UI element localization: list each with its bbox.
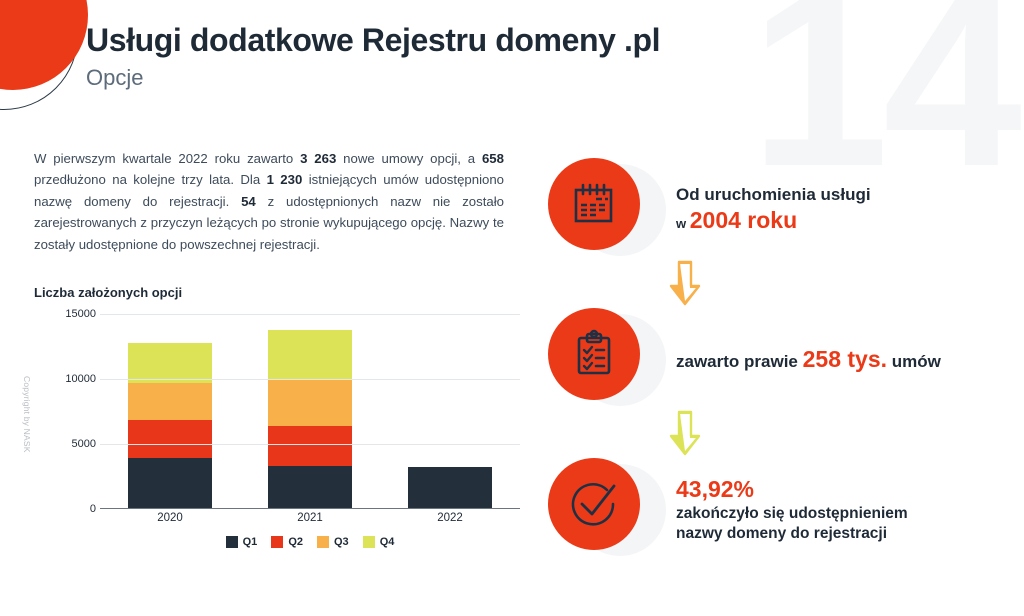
fact-prefix: zawarto prawie xyxy=(676,352,803,372)
fact-prefix: w xyxy=(676,216,690,232)
chart-bar-group[interactable] xyxy=(380,314,520,509)
legend-item-q4[interactable]: Q4 xyxy=(362,536,395,548)
fact-highlight-count: 258 tys. xyxy=(802,346,888,373)
fact-item-total-contracts: zawarto prawie 258 tys. umów xyxy=(548,308,1008,412)
clipboard-icon-wrapper xyxy=(548,308,666,412)
chart-title: Liczba założonych opcji xyxy=(34,285,183,300)
x-tick-label: 2021 xyxy=(297,512,323,524)
chart-canvas xyxy=(100,314,520,509)
fact-line-1: zakończyło się udostępnieniem xyxy=(676,505,908,523)
chart-stacked-bar[interactable] xyxy=(408,466,492,509)
intro-stat-unregistered: 54 xyxy=(241,193,256,209)
slide-header: Usługi dodatkowe Rejestru domeny .pl Opc… xyxy=(86,22,661,91)
legend-label: Q4 xyxy=(379,536,395,548)
intro-paragraph: W pierwszym kwartale 2022 roku zawarto 3… xyxy=(34,148,504,255)
intro-paragraph-block: W pierwszym kwartale 2022 roku zawarto 3… xyxy=(34,148,514,255)
legend-item-q1[interactable]: Q1 xyxy=(225,536,258,548)
intro-text-2: nowe umowy opcji, a xyxy=(336,151,482,166)
facts-column: Od uruchomienia usługi w 2004 roku xyxy=(548,158,1008,562)
page-subtitle: Opcje xyxy=(86,64,144,90)
chart-stacked-bar[interactable] xyxy=(268,330,352,509)
chart-bar-segment-q2[interactable] xyxy=(268,425,352,466)
calendar-icon-wrapper xyxy=(548,158,666,262)
clipboard-check-icon xyxy=(548,308,640,400)
legend-swatch xyxy=(362,536,375,548)
page-title: Usługi dodatkowe Rejestru domeny .pl xyxy=(86,22,661,58)
fact-item-completion-rate: 43,92% zakończyło się udostępnieniem naz… xyxy=(548,458,1008,562)
x-tick-label: 2022 xyxy=(437,512,463,524)
chart-bar-segment-q1[interactable] xyxy=(268,465,352,509)
fact-line-1: Od uruchomienia usługi xyxy=(676,185,871,204)
legend-label: Q2 xyxy=(288,536,303,548)
chart-bars xyxy=(100,314,520,509)
fact-percent: 43,92% xyxy=(676,476,755,503)
y-tick-label: 10000 xyxy=(65,373,96,385)
intro-text-1: W pierwszym kwartale 2022 roku zawarto xyxy=(34,151,301,166)
options-bar-chart: Liczba założonych opcji Copyright by NAS… xyxy=(22,285,528,548)
legend-label: Q3 xyxy=(334,536,349,548)
chart-bar-segment-q3[interactable] xyxy=(268,379,352,426)
slide-number-watermark: 14 xyxy=(749,0,1022,218)
legend-swatch xyxy=(225,536,238,548)
fact-line-2: w 2004 roku xyxy=(676,206,871,236)
fact-text-total-contracts: zawarto prawie 258 tys. umów xyxy=(676,345,941,375)
chart-gridline xyxy=(100,444,520,445)
chart-gridline xyxy=(100,379,520,380)
chart-bar-segment-q2[interactable] xyxy=(128,419,212,458)
chart-bar-group[interactable] xyxy=(240,314,380,509)
chart-y-axis: 0 5000 10000 15000 xyxy=(44,308,96,515)
chart-gridline xyxy=(100,314,520,315)
chart-bar-segment-q3[interactable] xyxy=(128,383,212,420)
y-tick-label: 0 xyxy=(89,503,96,515)
intro-stat-new-contracts: 3 263 xyxy=(300,151,337,166)
chart-x-axis: 2020 2021 2022 xyxy=(100,512,520,524)
intro-stat-existing: 1 230 xyxy=(266,172,303,188)
fact-suffix: umów xyxy=(887,352,941,372)
legend-label: Q1 xyxy=(242,536,258,548)
fact-text-completion-rate: 43,92% zakończyło się udostępnieniem naz… xyxy=(676,475,908,544)
fact-text-launch-year: Od uruchomienia usługi w 2004 roku xyxy=(676,184,871,236)
fact-item-launch-year: Od uruchomienia usługi w 2004 roku xyxy=(548,158,1008,262)
fact-line-2: nazwy domeny do rejestracji xyxy=(676,525,888,543)
check-circle-icon xyxy=(548,458,640,550)
intro-stat-renewed: 658 xyxy=(481,151,504,166)
chart-bar-segment-q1[interactable] xyxy=(408,466,492,509)
intro-text-4: istniejących umów udostępniono nazwę dom… xyxy=(34,172,505,209)
legend-swatch xyxy=(317,536,329,548)
chart-axis-baseline xyxy=(100,507,520,509)
intro-text-5: z udostępnionych nazw nie zostało zareje… xyxy=(34,193,504,252)
y-tick-label: 15000 xyxy=(65,308,96,320)
chart-bar-segment-q1[interactable] xyxy=(128,457,212,509)
legend-item-q3[interactable]: Q3 xyxy=(317,536,349,548)
legend-item-q2[interactable]: Q2 xyxy=(271,536,303,548)
fact-line-contracts: zawarto prawie 258 tys. umów xyxy=(676,345,941,375)
y-tick-label: 5000 xyxy=(71,438,96,450)
arrow-down-orange-icon xyxy=(669,260,701,306)
chart-copyright: Copyright by NASK xyxy=(22,376,32,453)
chart-bar-segment-q4[interactable] xyxy=(128,343,212,384)
check-icon-wrapper xyxy=(548,458,666,562)
arrow-row-1 xyxy=(548,260,1008,308)
intro-text-3: przedłużono na kolejne trzy lata. Dla xyxy=(34,172,267,188)
fact-highlight-year: 2004 roku xyxy=(689,207,798,234)
legend-swatch xyxy=(271,536,284,548)
chart-bar-segment-q4[interactable] xyxy=(268,330,352,380)
calendar-icon xyxy=(548,158,640,250)
x-tick-label: 2020 xyxy=(157,512,183,524)
chart-plot-area: Copyright by NASK 0 5000 10000 15000 2020 20… xyxy=(22,308,528,548)
arrow-row-2 xyxy=(548,410,1008,458)
chart-legend: Q1 Q2 Q3 Q4 xyxy=(100,536,520,548)
arrow-down-yellow-icon xyxy=(669,410,701,456)
decorative-circle-red xyxy=(0,0,88,90)
chart-bar-group[interactable] xyxy=(100,314,240,509)
chart-stacked-bar[interactable] xyxy=(128,343,212,509)
